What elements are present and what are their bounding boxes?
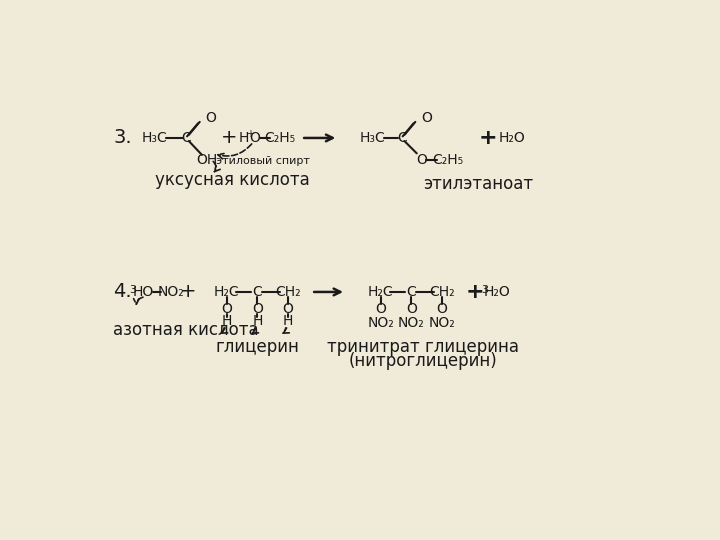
- Text: H: H: [283, 314, 293, 328]
- Text: (нитроглицерин): (нитроглицерин): [348, 352, 498, 370]
- Text: NO₂: NO₂: [158, 285, 184, 299]
- Text: +: +: [180, 282, 197, 301]
- Text: глицерин: глицерин: [215, 339, 300, 356]
- Text: 3: 3: [129, 285, 136, 295]
- Text: +: +: [466, 282, 485, 302]
- Text: O: O: [206, 111, 217, 125]
- Text: C: C: [397, 131, 407, 145]
- Text: H₃C: H₃C: [142, 131, 168, 145]
- Text: этиловый спирт: этиловый спирт: [216, 156, 310, 166]
- Text: 3: 3: [481, 285, 488, 295]
- Text: NO₂: NO₂: [367, 316, 394, 330]
- Text: азотная кислота: азотная кислота: [113, 321, 259, 340]
- Text: NO₂: NO₂: [398, 316, 425, 330]
- Text: H: H: [239, 131, 249, 145]
- Text: O: O: [283, 302, 294, 316]
- Text: H₂O: H₂O: [483, 285, 510, 299]
- Text: O: O: [252, 302, 263, 316]
- Text: C: C: [253, 285, 262, 299]
- Text: CH₂: CH₂: [275, 285, 301, 299]
- Text: H₂C: H₂C: [368, 285, 393, 299]
- Text: H₂O: H₂O: [499, 131, 526, 145]
- Text: +: +: [479, 128, 498, 148]
- Text: CH₂: CH₂: [429, 285, 455, 299]
- Text: C₂H₅: C₂H₅: [432, 152, 463, 166]
- Text: H: H: [221, 314, 232, 328]
- Text: OH: OH: [197, 152, 218, 166]
- Text: C₂H₅: C₂H₅: [264, 131, 295, 145]
- Text: этилэтаноат: этилэтаноат: [423, 175, 533, 193]
- Text: O: O: [406, 302, 417, 316]
- Text: тринитрат глицерина: тринитрат глицерина: [327, 339, 519, 356]
- Text: HO: HO: [132, 285, 154, 299]
- Text: O: O: [416, 152, 427, 166]
- Text: O: O: [437, 302, 448, 316]
- Text: O: O: [221, 302, 232, 316]
- Text: O: O: [375, 302, 386, 316]
- Text: O: O: [421, 111, 432, 125]
- Text: уксусная кислота: уксусная кислота: [155, 171, 310, 190]
- Text: 3.: 3.: [113, 129, 132, 147]
- Text: H₂C: H₂C: [214, 285, 239, 299]
- Text: NO₂: NO₂: [429, 316, 456, 330]
- Text: +: +: [246, 129, 253, 139]
- Text: H₃C: H₃C: [360, 131, 386, 145]
- Text: H: H: [252, 314, 263, 328]
- Text: C: C: [407, 285, 416, 299]
- Text: O: O: [250, 131, 261, 145]
- Text: 4.: 4.: [113, 282, 132, 301]
- Text: C: C: [181, 131, 192, 145]
- Text: +: +: [220, 129, 237, 147]
